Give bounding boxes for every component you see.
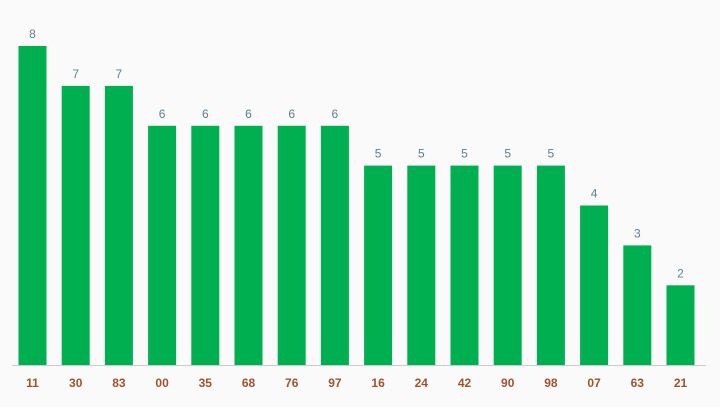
- x-tick-label-63: 63: [631, 376, 645, 390]
- data-label-90: 5: [504, 147, 511, 161]
- x-tick-label-00: 00: [155, 376, 169, 390]
- bar-97: [320, 125, 349, 366]
- x-tick-label-07: 07: [587, 376, 601, 390]
- x-tick-label-68: 68: [242, 376, 256, 390]
- x-tick-label-97: 97: [328, 376, 342, 390]
- x-tick-label-90: 90: [501, 376, 515, 390]
- bar-35: [191, 125, 220, 366]
- bar-11: [18, 46, 47, 365]
- data-label-11: 8: [29, 27, 36, 41]
- bar-07: [580, 205, 609, 365]
- data-label-24: 5: [418, 147, 425, 161]
- bars-layer: [18, 46, 695, 366]
- bar-21: [666, 285, 695, 366]
- data-label-00: 6: [159, 107, 166, 121]
- x-tick-label-11: 11: [26, 376, 39, 390]
- x-tick-label-98: 98: [544, 376, 558, 390]
- data-label-68: 6: [245, 107, 252, 121]
- data-label-97: 6: [332, 107, 339, 121]
- x-tick-label-30: 30: [69, 376, 83, 390]
- data-label-98: 5: [548, 147, 555, 161]
- bar-90: [493, 165, 522, 365]
- data-label-83: 7: [116, 67, 123, 81]
- x-tick-label-21: 21: [674, 376, 688, 390]
- bar-30: [61, 85, 90, 366]
- x-tick-labels-layer: 11 30 83 00 35 68 76 97 16 24 42 90 98 07 63 21: [26, 376, 687, 390]
- bar-42: [450, 165, 479, 365]
- x-tick-label-83: 83: [112, 376, 126, 390]
- bar-98: [536, 165, 565, 365]
- bar-63: [623, 245, 652, 365]
- data-label-16: 5: [375, 147, 382, 161]
- data-label-35: 6: [202, 107, 209, 121]
- bar-68: [234, 125, 263, 366]
- data-label-21: 2: [677, 266, 684, 280]
- x-tick-label-42: 42: [458, 376, 472, 390]
- data-label-07: 4: [591, 187, 598, 201]
- bar-83: [104, 85, 133, 366]
- bar-76: [277, 125, 306, 366]
- data-label-30: 7: [72, 67, 79, 81]
- data-label-63: 3: [634, 226, 641, 240]
- data-labels-layer: 8 7 7 6 6 6 6 6 5 5 5 5 5 4 3 2: [29, 27, 684, 280]
- data-label-76: 6: [288, 107, 295, 121]
- x-tick-label-35: 35: [199, 376, 213, 390]
- x-tick-label-76: 76: [285, 376, 299, 390]
- x-tick-label-24: 24: [415, 376, 429, 390]
- data-label-42: 5: [461, 147, 468, 161]
- bar-16: [364, 165, 393, 365]
- bar-00: [148, 125, 177, 366]
- x-tick-label-16: 16: [371, 376, 385, 390]
- bar-24: [407, 165, 436, 365]
